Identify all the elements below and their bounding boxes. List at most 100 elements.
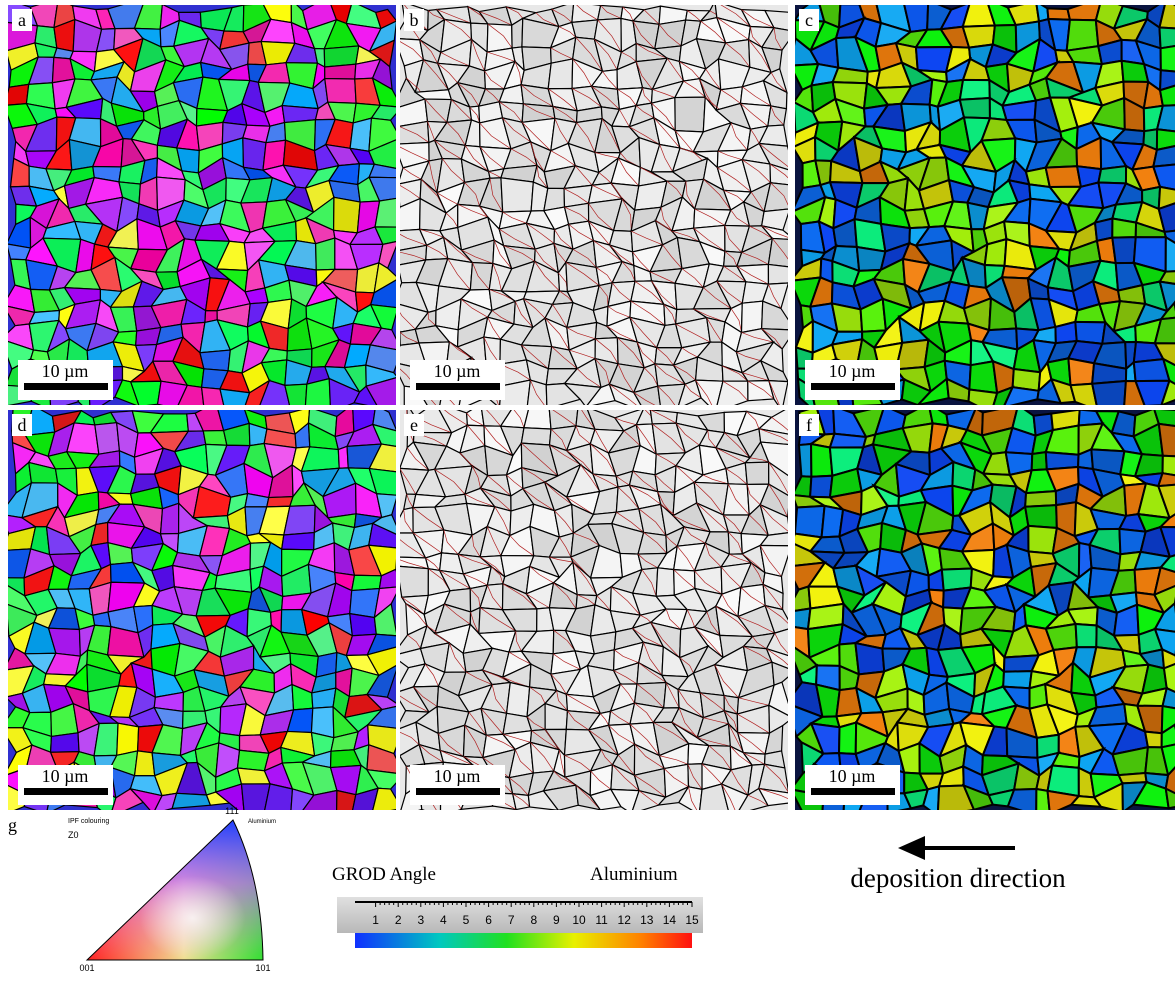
grain [1159, 0, 1175, 29]
grain [95, 423, 120, 455]
grain [1032, 452, 1047, 470]
corner-label: 101 [255, 963, 270, 973]
grain [1008, 789, 1036, 815]
grain [487, 24, 512, 52]
grain [1025, 505, 1057, 528]
tick-label: 12 [618, 913, 632, 927]
scale-label: 10 µm [42, 361, 89, 381]
grain [833, 68, 868, 84]
panel-label: g [8, 815, 17, 835]
ebsd-map: d 10 µm [0, 402, 404, 817]
corner-label: 111 [225, 806, 239, 816]
map-panels: a 10 µm b 10 µm c 10 µm d 10 µm e10 µmf10 µm [0, 0, 1175, 817]
grain [960, 98, 990, 118]
ipf-triangle [87, 820, 263, 960]
grain [135, 751, 155, 776]
grain [1161, 46, 1175, 73]
scale-bar [416, 788, 500, 795]
grain-layer [0, 402, 404, 817]
ebsd-map: e10 µm [391, 402, 796, 817]
panel-label: a [18, 10, 26, 30]
grain [117, 723, 139, 755]
ebsd-map: f10 µm [786, 403, 1175, 816]
grain [394, 121, 429, 144]
grain [513, 794, 530, 810]
tick-label: 10 [572, 913, 586, 927]
scale-label: 10 µm [434, 361, 481, 381]
grain [548, 59, 572, 89]
grain [855, 643, 884, 674]
tick-label: 15 [685, 913, 699, 927]
grain [325, 64, 356, 79]
panel-label: d [18, 415, 27, 435]
panel-label: c [805, 10, 813, 30]
grain [565, 203, 589, 224]
tick-label: 4 [440, 913, 447, 927]
grain [768, 238, 794, 267]
grain-layer [790, 0, 1175, 413]
grain [768, 264, 794, 284]
grain [688, 764, 702, 790]
tick-label: 11 [595, 913, 608, 927]
tick-label: 8 [530, 913, 537, 927]
grain [243, 138, 266, 170]
grain [524, 407, 551, 429]
grain [656, 568, 674, 596]
grain [799, 444, 811, 477]
grain [172, 793, 210, 808]
grain-layer [392, 1, 796, 412]
grain-layer [391, 402, 796, 817]
triangle-outline [87, 820, 263, 960]
scale-bar [24, 383, 108, 390]
grain [969, 389, 998, 412]
grain [316, 238, 335, 270]
grain [521, 428, 551, 445]
grain [960, 80, 990, 100]
grain [1076, 624, 1097, 647]
grain [350, 614, 377, 636]
scale-label: 10 µm [42, 766, 89, 786]
corner-label: 001 [79, 963, 94, 973]
grain [285, 384, 307, 412]
scale-label: 10 µm [829, 766, 876, 786]
grain [220, 389, 250, 409]
grain-layer [786, 403, 1175, 816]
tick-label: 7 [508, 913, 515, 927]
grain [501, 178, 533, 212]
tick-label: 5 [463, 913, 470, 927]
panel-label: b [410, 10, 419, 30]
grain [929, 403, 949, 425]
grain [1098, 166, 1126, 183]
grain [1068, 358, 1094, 385]
ipf-subtitle: Z0 [68, 830, 79, 840]
ipf-material: Aluminium [248, 819, 276, 825]
grain-layer [0, 0, 404, 413]
ebsd-map: a 10 µm [0, 0, 404, 413]
grain [1003, 671, 1032, 688]
grod-title: GROD Angle [332, 864, 436, 885]
grain [334, 197, 361, 233]
grain [397, 566, 428, 597]
tick-label: 3 [417, 913, 424, 927]
grain [4, 84, 29, 105]
grain [839, 723, 856, 754]
grain [795, 506, 825, 538]
tick-label: 9 [553, 913, 560, 927]
grain [1112, 218, 1136, 237]
grain [282, 532, 315, 549]
tick-label: 6 [485, 913, 492, 927]
grain [267, 497, 293, 507]
grain [51, 733, 79, 752]
grain [203, 430, 227, 445]
grain [1166, 237, 1175, 271]
grain [325, 79, 356, 104]
ipf-title: IPF colouring [68, 818, 109, 825]
grain [572, 20, 598, 39]
scale-label: 10 µm [829, 361, 876, 381]
grain [335, 404, 354, 436]
grain [467, 404, 484, 426]
grain [241, 784, 270, 817]
grain [728, 532, 742, 554]
arrow-label: deposition direction [850, 863, 1066, 893]
ebsd-map: b 10 µm [392, 1, 796, 412]
